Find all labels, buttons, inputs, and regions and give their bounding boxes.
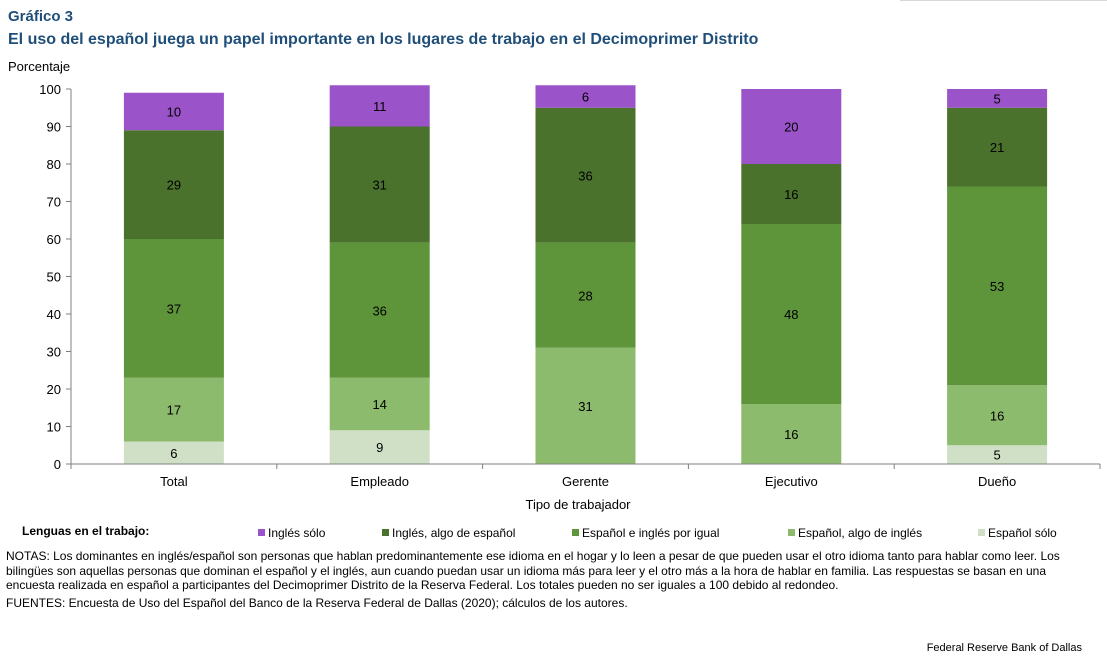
data-label: 16 [990, 408, 1004, 423]
legend-swatch [258, 529, 265, 537]
legend-item: Inglés sólo [258, 526, 325, 540]
bar-segment [329, 377, 430, 431]
bar-segment [947, 89, 1048, 108]
data-label: 21 [990, 140, 1004, 155]
x-tick-label: Total [160, 474, 188, 489]
bar-segment [123, 377, 224, 442]
y-tick-label: 20 [47, 382, 61, 397]
y-tick-label: 70 [47, 195, 61, 210]
y-tick-label: 30 [47, 345, 61, 360]
chart-title: El uso del español juega un papel import… [8, 31, 759, 48]
bar-segment [535, 347, 636, 464]
data-label: 10 [167, 105, 181, 120]
legend-swatch [788, 529, 795, 537]
data-label: 20 [784, 120, 798, 135]
axes-group: Total Empleado Gerente Ejecutivo Dueño 0 10 20 3… [39, 82, 1101, 489]
y-tick-label: 50 [47, 270, 61, 285]
bar-segment [947, 107, 1048, 187]
credit: Federal Reserve Bank of Dallas [926, 642, 1082, 654]
chart-number: Gráfico 3 [8, 8, 74, 25]
data-label: 6 [582, 90, 589, 105]
y-tick-label: 90 [47, 120, 61, 135]
data-label: 31 [578, 399, 592, 414]
y-tick-label: 100 [39, 82, 61, 97]
notes-text: NOTAS: Los dominantes en inglés/español … [6, 549, 1060, 592]
bar-segment [123, 239, 224, 378]
bar-segment [329, 430, 430, 464]
y-tick-label: 40 [47, 307, 61, 322]
data-label: 11 [373, 99, 387, 114]
legend-label: Inglés sólo [268, 526, 326, 540]
data-label: 14 [372, 397, 386, 412]
data-label: 16 [784, 187, 798, 202]
stacked-bar-chart: Porcentaje Tipo de trabajador 6 17 37 29 10 9… [8, 59, 1101, 512]
bar-segment [535, 107, 636, 243]
data-label: 29 [167, 178, 181, 193]
x-tick-label: Ejecutivo [765, 474, 818, 489]
bar-segment [947, 186, 1048, 386]
bar-segment [123, 441, 224, 464]
legend-swatch [572, 529, 579, 537]
data-label: 5 [993, 91, 1000, 106]
bar-segment [329, 126, 430, 243]
data-label: 28 [578, 288, 592, 303]
sources-text: FUENTES: Encuesta de Uso del Español del… [6, 595, 628, 610]
x-tick-label: Dueño [978, 474, 1016, 489]
legend-swatch [382, 529, 389, 537]
data-label: 36 [578, 168, 592, 183]
bar-segment [329, 85, 430, 127]
data-label: 5 [993, 448, 1000, 463]
bar-segment [741, 404, 842, 464]
legend-item: Inglés, algo de español [382, 526, 515, 540]
y-tick-label: 0 [54, 457, 61, 472]
top-rule [900, 0, 1107, 1]
bar-segment [947, 385, 1048, 446]
legend-label: Español sólo [988, 526, 1057, 540]
legend-title: Lenguas en el trabajo: [22, 524, 150, 538]
data-label: 6 [170, 446, 177, 461]
data-label: 48 [784, 307, 798, 322]
legend-label: Español, algo de inglés [798, 526, 923, 540]
bar-segment [535, 242, 636, 348]
x-tick-label: Gerente [562, 474, 609, 489]
bar-segment [329, 242, 430, 378]
bar-segment [535, 85, 636, 108]
y-tick-label: 60 [47, 232, 61, 247]
x-axis-label: Tipo de trabajador [525, 497, 631, 512]
legend-item: Español, algo de inglés [788, 526, 922, 540]
bar-segment [741, 224, 842, 404]
legend-label: Inglés, algo de español [392, 526, 516, 540]
bar-segment [741, 164, 842, 224]
legend-swatch [978, 529, 985, 537]
bar-segment [123, 130, 224, 239]
legend-item: Español sólo [978, 526, 1057, 540]
legend-item: Español e inglés por igual [572, 526, 719, 540]
bar-segment [123, 92, 224, 131]
data-label: 31 [372, 178, 386, 193]
data-label: 9 [376, 440, 383, 455]
bars-group: 6 17 37 29 10 9 14 36 31 11 31 28 36 6 16 48 16 20 5 16 53 21… [123, 85, 1048, 464]
data-label: 53 [990, 279, 1004, 294]
y-axis-label: Porcentaje [8, 59, 70, 74]
bar-segment [741, 89, 842, 164]
legend: Inglés sólo Inglés, algo de español Españo… [258, 526, 1098, 542]
notes-block: NOTAS: Los dominantes en inglés/español … [6, 549, 1096, 610]
data-label: 36 [372, 303, 386, 318]
y-tick-label: 10 [47, 420, 61, 435]
data-label: 17 [167, 403, 181, 418]
legend-label: Español e inglés por igual [582, 526, 720, 540]
x-tick-label: Empleado [350, 474, 409, 489]
bar-segment [947, 445, 1048, 464]
data-label: 16 [784, 427, 798, 442]
y-tick-label: 80 [47, 157, 61, 172]
data-label: 37 [167, 301, 181, 316]
